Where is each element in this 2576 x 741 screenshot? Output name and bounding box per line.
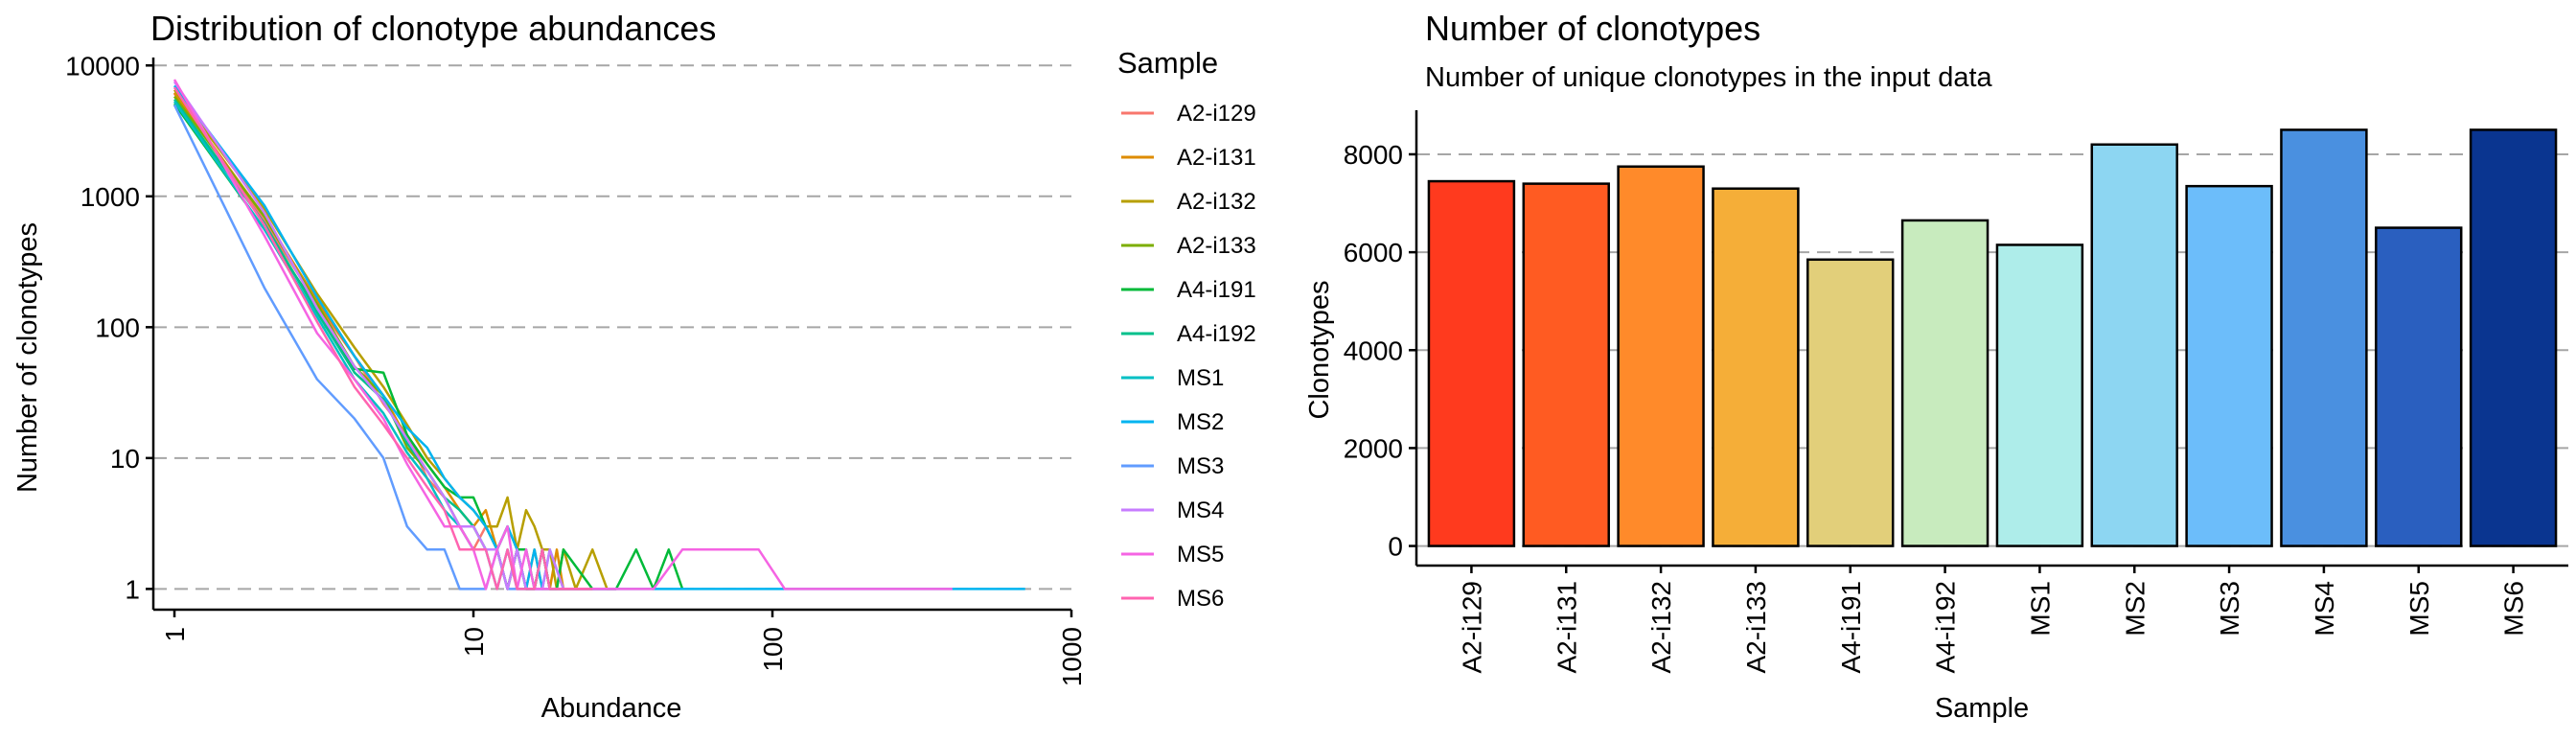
x-tick-label: A2-i133 [1741,581,1771,674]
series-lines [172,79,1025,590]
y-axis-title: Clonotypes [1304,280,1335,419]
bar-A4-i191 [1806,258,1895,547]
y-tick-label: 100 [95,313,140,342]
bar-A2-i131 [1522,182,1610,547]
bar-MS2 [2090,143,2178,547]
x-axis-title: Sample [1935,693,2029,724]
axes: 1 10 100 1000 10000 1 10 100 1000 [65,51,1087,686]
legend-label: MS3 [1177,453,1224,479]
bar-A2-i133 [1712,187,1800,547]
legend-label: MS5 [1177,542,1224,567]
series-line-MS6 [172,86,593,590]
gridlines [153,64,1071,590]
chart-title: Number of clonotypes [1425,9,1760,48]
legend-label: MS4 [1177,498,1224,523]
y-tick-label: 10000 [65,51,140,81]
x-tick-label: MS4 [2310,581,2339,637]
legend-label: A2-i133 [1177,233,1256,259]
axes: 0 2000 4000 6000 8000 A2-i129 A2-i131 A2-i132 A2… [1344,110,2568,674]
bar-MS3 [2185,184,2273,547]
legend-label: MS6 [1177,586,1224,612]
bars [1427,128,2558,547]
clonotype-count-bar-chart: Number of clonotypes Number of unique cl… [1304,9,2568,724]
y-tick-label: 10 [110,444,140,474]
x-tick-label: 10 [459,627,489,657]
x-tick-label: A2-i131 [1552,581,1581,674]
legend-label: MS1 [1177,365,1224,391]
x-tick-label: A4-i191 [1836,581,1866,674]
x-tick-label: A4-i192 [1931,581,1961,674]
chart-title: Distribution of clonotype abundances [150,9,716,48]
y-tick-label: 1000 [80,182,140,212]
series-line-A2-i132 [173,89,616,590]
x-tick-label: MS5 [2404,581,2434,637]
legend-label: MS2 [1177,409,1224,435]
x-tick-label: 1 [160,627,190,642]
series-line-MS2 [173,84,1025,590]
legend-label: A2-i129 [1177,101,1256,127]
bar-A2-i132 [1617,165,1705,547]
series-line-A4-i191 [172,103,684,590]
legend-label: A2-i131 [1177,145,1256,171]
legend-title: Sample [1117,46,1218,80]
bar-MS4 [2280,128,2368,547]
legend-label: A4-i191 [1177,277,1256,303]
bar-MS6 [2469,128,2558,547]
bar-A4-i192 [1900,219,1990,547]
x-tick-label: 100 [758,627,788,672]
x-tick-label: A2-i132 [1646,581,1676,674]
bar-MS1 [1995,243,2084,547]
x-tick-label: MS3 [2215,581,2244,637]
legend-label: A2-i132 [1177,189,1256,215]
series-line-A2-i131 [172,91,593,590]
x-axis-title: Abundance [541,693,682,724]
chart-subtitle: Number of unique clonotypes in the input… [1425,62,1993,93]
bar-A2-i129 [1427,179,1516,547]
x-tick-label: 1000 [1057,627,1087,686]
x-tick-label: MS1 [2025,581,2055,637]
y-tick-label: 0 [1388,532,1403,562]
x-tick-label: MS2 [2120,581,2150,637]
x-tick-label: A2-i129 [1457,581,1486,674]
bar-MS5 [2375,226,2463,547]
y-tick-label: 1 [125,574,140,604]
x-tick-label: MS6 [2499,581,2529,637]
series-line-A2-i133 [172,95,616,590]
legend-label: A4-i192 [1177,321,1256,347]
abundance-line-chart: Distribution of clonotype abundances 1 10… [12,9,1256,724]
y-axis-title: Number of clonotypes [12,222,43,493]
y-tick-label: 2000 [1344,433,1403,463]
series-line-MS4 [172,81,616,590]
y-tick-label: 6000 [1344,238,1403,267]
y-tick-label: 8000 [1344,140,1403,170]
y-tick-label: 4000 [1344,336,1403,365]
legend: Sample A2-i129 A2-i131 A2-i132 A2-i133 A4-i1… [1117,46,1256,612]
